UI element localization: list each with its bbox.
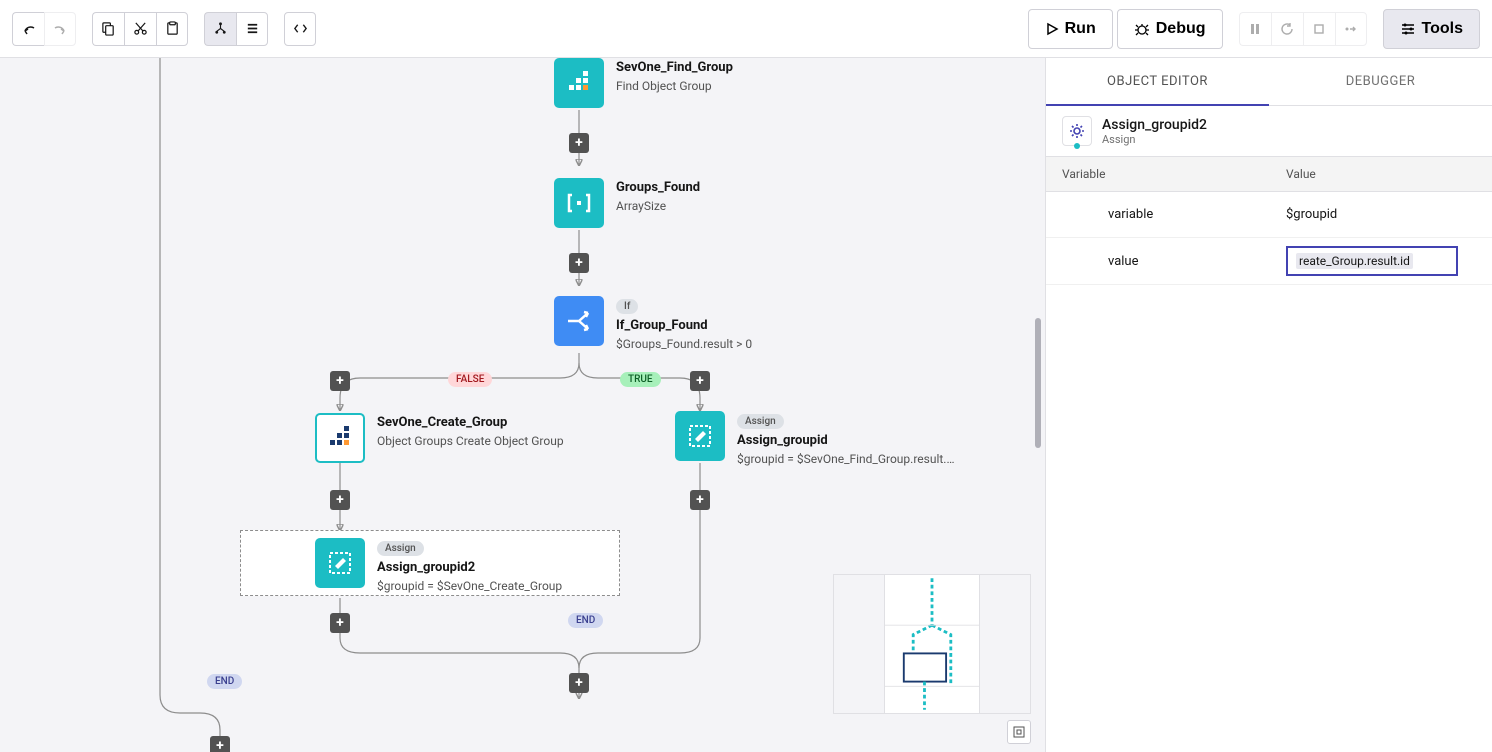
col-variable: Variable [1046, 157, 1270, 191]
list-view-button[interactable] [236, 12, 268, 46]
restart-button [1271, 12, 1303, 46]
node-sub: $groupid = $SevOne_Create_Group [377, 579, 562, 593]
debug-label: Debug [1156, 20, 1206, 38]
tab-object-editor[interactable]: OBJECT EDITOR [1046, 58, 1269, 106]
node-assign-groupid[interactable]: Assign Assign_groupid $groupid = $SevOne… [675, 411, 957, 466]
sevone-icon [554, 58, 604, 108]
toolbar: Run Debug Tools [0, 0, 1492, 58]
run-button[interactable]: Run [1028, 9, 1113, 49]
node-assign-groupid2[interactable]: Assign Assign_groupid2 $groupid = $SevOn… [315, 538, 562, 593]
false-label: FALSE [448, 372, 492, 387]
object-title: Assign_groupid2 [1102, 117, 1207, 133]
row-key: value [1046, 242, 1270, 281]
add-node-button[interactable]: + [330, 490, 350, 510]
array-icon [554, 178, 604, 228]
edit-icon [675, 411, 725, 461]
sevone-icon [315, 413, 365, 463]
node-if-group-found[interactable]: If If_Group_Found $Groups_Found.result >… [554, 296, 752, 351]
row-value: $groupid [1270, 199, 1492, 230]
stop-button [1303, 12, 1335, 46]
node-sub: $groupid = $SevOne_Find_Group.result.c… [737, 452, 957, 466]
play-icon [1045, 22, 1059, 36]
col-value: Value [1270, 157, 1492, 191]
edit-icon [315, 538, 365, 588]
add-node-button[interactable]: + [330, 613, 350, 633]
node-groups-found[interactable]: Groups_Found ArraySize [554, 178, 700, 228]
gear-icon [1062, 116, 1092, 146]
bug-icon [1134, 21, 1150, 37]
vertical-scrollbar[interactable] [1035, 318, 1041, 448]
paste-button[interactable] [156, 12, 188, 46]
add-node-button[interactable]: + [569, 673, 589, 693]
tools-icon [1400, 21, 1416, 37]
node-sub: ArraySize [616, 199, 700, 213]
add-node-button[interactable]: + [210, 736, 230, 752]
copy-button[interactable] [92, 12, 124, 46]
node-title: If_Group_Found [616, 318, 752, 333]
fit-view-button[interactable] [1007, 720, 1031, 744]
add-node-button[interactable]: + [569, 133, 589, 153]
step-button [1335, 12, 1367, 46]
debug-button[interactable]: Debug [1117, 9, 1223, 49]
node-create-group[interactable]: SevOne_Create_Group Object Groups Create… [315, 413, 564, 463]
pause-button [1239, 12, 1271, 46]
assign-badge: Assign [737, 414, 784, 429]
tree-view-button[interactable] [204, 12, 236, 46]
node-title: SevOne_Create_Group [377, 415, 564, 430]
object-header: Assign_groupid2 Assign [1046, 106, 1492, 156]
add-node-button[interactable]: + [690, 371, 710, 391]
object-subtitle: Assign [1102, 133, 1207, 146]
value-input[interactable]: reate_Group.result.id [1286, 246, 1458, 276]
node-title: Assign_groupid2 [377, 560, 562, 575]
node-find-group[interactable]: SevOne_Find_Group Find Object Group [554, 58, 733, 108]
node-sub: $Groups_Found.result > 0 [616, 337, 752, 351]
run-label: Run [1065, 20, 1096, 38]
add-node-button[interactable]: + [330, 371, 350, 391]
right-panel: OBJECT EDITOR DEBUGGER Assign_groupid2 A… [1045, 58, 1492, 752]
end-label: END [207, 674, 242, 689]
grid-row-value[interactable]: value reate_Group.result.id [1046, 238, 1492, 285]
end-label: END [568, 613, 603, 628]
row-key: variable [1046, 195, 1270, 234]
tools-label: Tools [1422, 20, 1463, 38]
node-sub: Find Object Group [616, 79, 733, 93]
toolbar-left [12, 12, 316, 46]
undo-button[interactable] [12, 12, 44, 46]
tab-debugger[interactable]: DEBUGGER [1269, 58, 1492, 106]
tools-button[interactable]: Tools [1383, 9, 1480, 49]
node-sub: Object Groups Create Object Group [377, 434, 564, 448]
minimap[interactable] [833, 574, 1031, 714]
redo-button [44, 12, 76, 46]
panel-tabs: OBJECT EDITOR DEBUGGER [1046, 58, 1492, 106]
cut-button[interactable] [124, 12, 156, 46]
branch-icon [554, 296, 604, 346]
true-label: TRUE [620, 372, 661, 387]
toolbar-right: Run Debug Tools [1028, 9, 1480, 49]
grid-header: Variable Value [1046, 156, 1492, 192]
if-badge: If [616, 299, 638, 314]
code-view-button[interactable] [284, 12, 316, 46]
add-node-button[interactable]: + [569, 253, 589, 273]
grid-row-variable[interactable]: variable $groupid [1046, 192, 1492, 238]
canvas[interactable]: SevOne_Find_Group Find Object Group + Gr… [0, 58, 1045, 752]
add-node-button[interactable]: + [690, 490, 710, 510]
main: SevOne_Find_Group Find Object Group + Gr… [0, 58, 1492, 752]
node-title: SevOne_Find_Group [616, 60, 733, 75]
assign-badge: Assign [377, 541, 424, 556]
node-title: Assign_groupid [737, 433, 957, 448]
node-title: Groups_Found [616, 180, 700, 195]
